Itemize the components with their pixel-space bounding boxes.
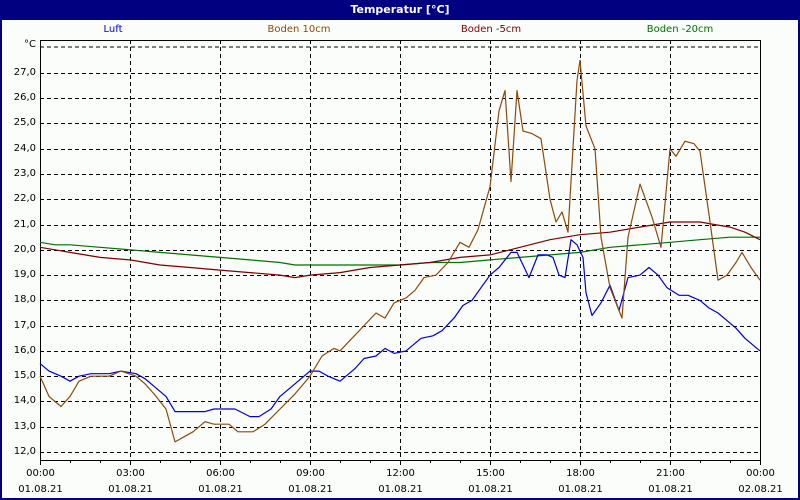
- x-tick-time: 00:00: [26, 468, 55, 479]
- x-tick-date: 01.08.21: [198, 484, 243, 495]
- y-tick-label: 15,0: [13, 369, 36, 381]
- x-tick-date: 02.08.21: [738, 484, 783, 495]
- y-tick-label: 27,0: [13, 66, 36, 78]
- x-tick-time: 18:00: [566, 468, 595, 479]
- y-tick-label: 19,0: [13, 268, 36, 280]
- y-tick-label: 18,0: [13, 293, 36, 305]
- y-tick-label: 25,0: [13, 116, 36, 128]
- x-tick-date: 01.08.21: [468, 484, 513, 495]
- x-tick-date: 01.08.21: [558, 484, 603, 495]
- y-tick-label: 26,0: [13, 91, 36, 103]
- x-tick-time: 12:00: [386, 468, 415, 479]
- x-tick-date: 01.08.21: [378, 484, 423, 495]
- y-tick-label: 16,0: [13, 344, 36, 356]
- y-tick-label: 20,0: [13, 243, 36, 255]
- x-tick-time: 09:00: [296, 468, 325, 479]
- x-tick-date: 01.08.21: [108, 484, 153, 495]
- y-tick-label: 22,0: [13, 192, 36, 204]
- window-title: Temperatur [°C]: [350, 3, 450, 16]
- series-line-boden-10cm: [39, 59, 761, 443]
- y-tick-label: 14,0: [13, 394, 36, 406]
- x-tick-time: 21:00: [656, 468, 685, 479]
- x-tick-date: 01.08.21: [648, 484, 693, 495]
- x-tick-time: 03:00: [116, 468, 145, 479]
- series-line-luft: [39, 239, 761, 418]
- y-tick-label: 12,0: [13, 445, 36, 457]
- series-line-boden-5cm: [39, 221, 761, 279]
- x-tick-time: 00:00: [746, 468, 775, 479]
- series-line-boden-20cm: [39, 236, 760, 266]
- y-tick-label: 24,0: [13, 142, 36, 154]
- y-tick-label: 13,0: [13, 420, 36, 432]
- x-tick-date: 01.08.21: [18, 484, 63, 495]
- legend-item: Boden -5cm: [460, 24, 522, 35]
- x-tick-date: 01.08.21: [288, 484, 333, 495]
- y-tick-label: 17,0: [13, 319, 36, 331]
- legend-item: Boden -20cm: [646, 24, 714, 35]
- x-tick-time: 15:00: [476, 468, 505, 479]
- y-tick-label: 23,0: [13, 167, 36, 179]
- x-tick-time: 06:00: [206, 468, 235, 479]
- legend-item: Boden 10cm: [267, 24, 331, 35]
- y-tick-label: 21,0: [13, 218, 36, 230]
- legend-item: Luft: [103, 24, 123, 35]
- y-unit-label: °C: [24, 39, 36, 50]
